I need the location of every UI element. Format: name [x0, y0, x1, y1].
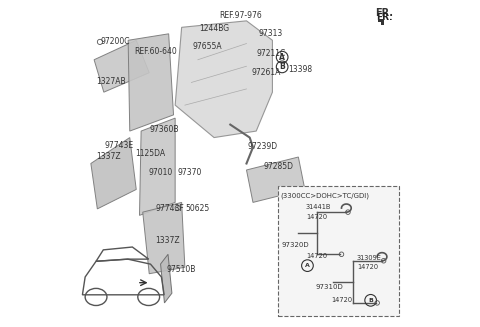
Text: REF.97-976: REF.97-976: [219, 11, 263, 20]
Text: 97743E: 97743E: [105, 141, 133, 150]
Text: 97655A: 97655A: [192, 42, 222, 51]
Text: REF.60-640: REF.60-640: [134, 47, 178, 56]
Text: 97310D: 97310D: [315, 284, 343, 290]
Text: FR.: FR.: [376, 13, 392, 22]
Polygon shape: [140, 118, 175, 215]
Text: 97370: 97370: [178, 168, 202, 177]
Text: 97211C: 97211C: [257, 49, 286, 59]
Polygon shape: [128, 34, 174, 131]
Text: B: B: [368, 298, 373, 303]
Text: 97200C: 97200C: [101, 37, 130, 46]
Text: 97285D: 97285D: [264, 162, 293, 171]
Polygon shape: [143, 202, 185, 274]
Text: 1244BG: 1244BG: [200, 25, 229, 33]
Text: 97360B: 97360B: [150, 125, 180, 134]
Text: 97320D: 97320D: [281, 242, 309, 248]
Text: 14720: 14720: [306, 253, 327, 259]
Text: 14720: 14720: [358, 264, 379, 270]
Text: 1327AB: 1327AB: [96, 77, 126, 86]
Text: 50625: 50625: [186, 204, 210, 213]
Text: B: B: [279, 62, 285, 71]
Polygon shape: [161, 254, 172, 303]
Text: (3300CC>DOHC>TC/GDI): (3300CC>DOHC>TC/GDI): [280, 192, 369, 198]
Text: 1337Z: 1337Z: [96, 152, 121, 161]
Text: 97743F: 97743F: [155, 204, 184, 213]
Polygon shape: [94, 40, 149, 92]
Polygon shape: [175, 21, 273, 138]
Text: 97510B: 97510B: [166, 265, 195, 274]
Text: 1125DA: 1125DA: [136, 149, 166, 158]
Polygon shape: [247, 157, 305, 202]
Text: 97010: 97010: [149, 168, 173, 177]
Text: 13398: 13398: [288, 65, 312, 74]
Polygon shape: [91, 138, 136, 209]
Text: 1337Z: 1337Z: [155, 236, 180, 245]
Text: 14720: 14720: [332, 297, 353, 303]
Text: A: A: [279, 53, 285, 62]
Text: 31441B: 31441B: [306, 204, 331, 210]
Polygon shape: [378, 19, 384, 25]
Text: 97239D: 97239D: [247, 142, 277, 151]
Text: A: A: [305, 263, 310, 268]
Text: 14720: 14720: [306, 214, 327, 220]
Text: 97313: 97313: [259, 29, 283, 38]
Text: 31309E: 31309E: [356, 255, 381, 261]
FancyBboxPatch shape: [278, 186, 399, 316]
Text: FR.: FR.: [375, 8, 393, 18]
Text: 97261A: 97261A: [252, 68, 281, 77]
